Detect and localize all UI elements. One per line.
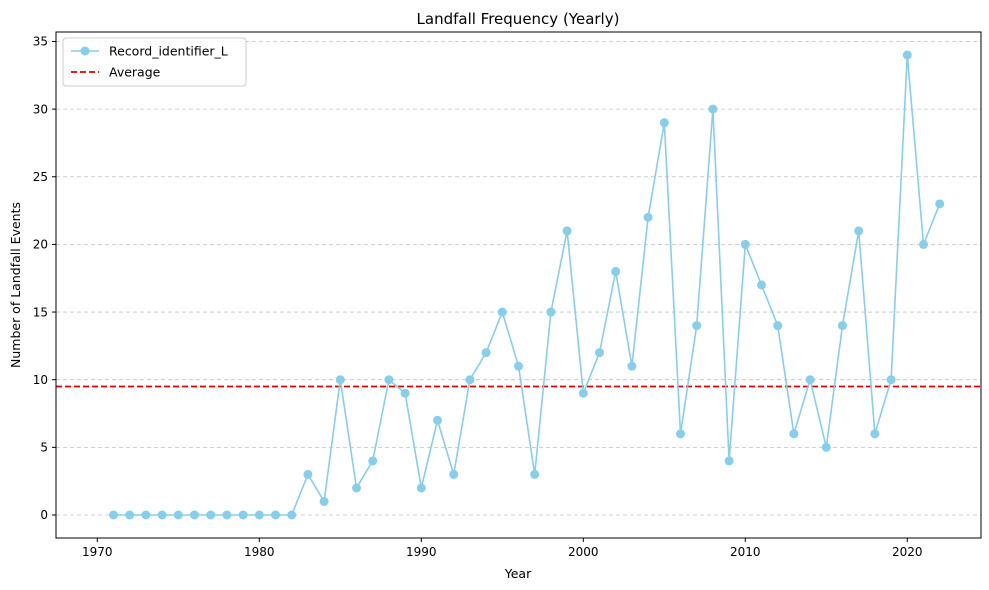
data-point: [870, 429, 880, 439]
data-point: [303, 469, 313, 479]
data-point: [659, 118, 669, 128]
y-axis-label: Number of Landfall Events: [8, 202, 23, 368]
data-point: [724, 456, 734, 466]
data-point: [773, 321, 783, 331]
x-tick-label: 2000: [568, 545, 599, 559]
legend: Record_identifier_L Average: [62, 37, 247, 87]
data-point: [416, 483, 426, 493]
data-point: [319, 496, 329, 506]
x-axis-label: Year: [504, 566, 532, 581]
y-tick-label: 15: [33, 305, 48, 319]
data-point: [449, 469, 459, 479]
data-point: [789, 429, 799, 439]
data-point: [287, 510, 297, 520]
y-tick-label: 35: [33, 35, 48, 49]
data-point: [756, 280, 766, 290]
data-point: [821, 442, 831, 452]
data-point: [497, 307, 507, 317]
y-tick-label: 25: [33, 170, 48, 184]
data-point: [335, 375, 345, 385]
plot-frame: [55, 31, 982, 539]
data-point: [481, 348, 491, 358]
data-point: [125, 510, 135, 520]
data-point: [837, 321, 847, 331]
data-point: [627, 361, 637, 371]
chart-title: Landfall Frequency (Yearly): [417, 10, 620, 28]
data-point: [643, 212, 653, 222]
x-tick-label: 2020: [892, 545, 923, 559]
data-point: [594, 348, 604, 358]
data-point: [854, 226, 864, 236]
data-point: [157, 510, 167, 520]
data-point: [902, 50, 912, 60]
data-point: [271, 510, 281, 520]
legend-average-label: Average: [109, 65, 161, 80]
data-point: [675, 429, 685, 439]
legend-series-marker: [80, 46, 90, 56]
data-point: [740, 239, 750, 249]
series-line: [113, 54, 941, 516]
y-tick-label: 20: [33, 238, 48, 252]
y-tick-label: 30: [33, 102, 48, 116]
data-point: [109, 510, 119, 520]
y-axis-ticks: 0 5 10 15 20 25 30 35: [33, 35, 56, 522]
data-point: [433, 415, 443, 425]
data-point: [206, 510, 216, 520]
data-point: [384, 375, 394, 385]
data-series: [109, 50, 945, 520]
y-tick-label: 10: [33, 373, 48, 387]
y-tick-label: 5: [40, 441, 48, 455]
y-gridlines: [56, 41, 981, 516]
x-axis-ticks: 1970 1980 1990 2000 2010 2020: [82, 538, 923, 559]
data-point: [254, 510, 264, 520]
data-point: [918, 239, 928, 249]
data-point: [530, 469, 540, 479]
data-point: [578, 388, 588, 398]
data-point: [546, 307, 556, 317]
data-point: [708, 104, 718, 114]
data-point: [611, 266, 621, 276]
legend-box: [62, 37, 247, 87]
legend-series-label: Record_identifier_L: [109, 44, 228, 59]
data-point: [368, 456, 378, 466]
x-tick-label: 2010: [730, 545, 761, 559]
data-point: [514, 361, 523, 371]
data-point: [173, 510, 183, 520]
data-point: [238, 510, 248, 520]
data-point: [190, 510, 200, 520]
data-point: [805, 375, 815, 385]
data-point: [222, 510, 232, 520]
data-point: [465, 375, 475, 385]
data-point: [400, 388, 410, 398]
data-point: [352, 483, 362, 493]
data-point: [692, 321, 702, 331]
x-tick-label: 1970: [82, 545, 113, 559]
data-point: [562, 226, 572, 236]
x-tick-label: 1990: [406, 545, 437, 559]
data-point: [886, 375, 896, 385]
data-point: [141, 510, 151, 520]
data-point: [935, 199, 945, 209]
x-tick-label: 1980: [244, 545, 275, 559]
y-tick-label: 0: [40, 508, 48, 522]
